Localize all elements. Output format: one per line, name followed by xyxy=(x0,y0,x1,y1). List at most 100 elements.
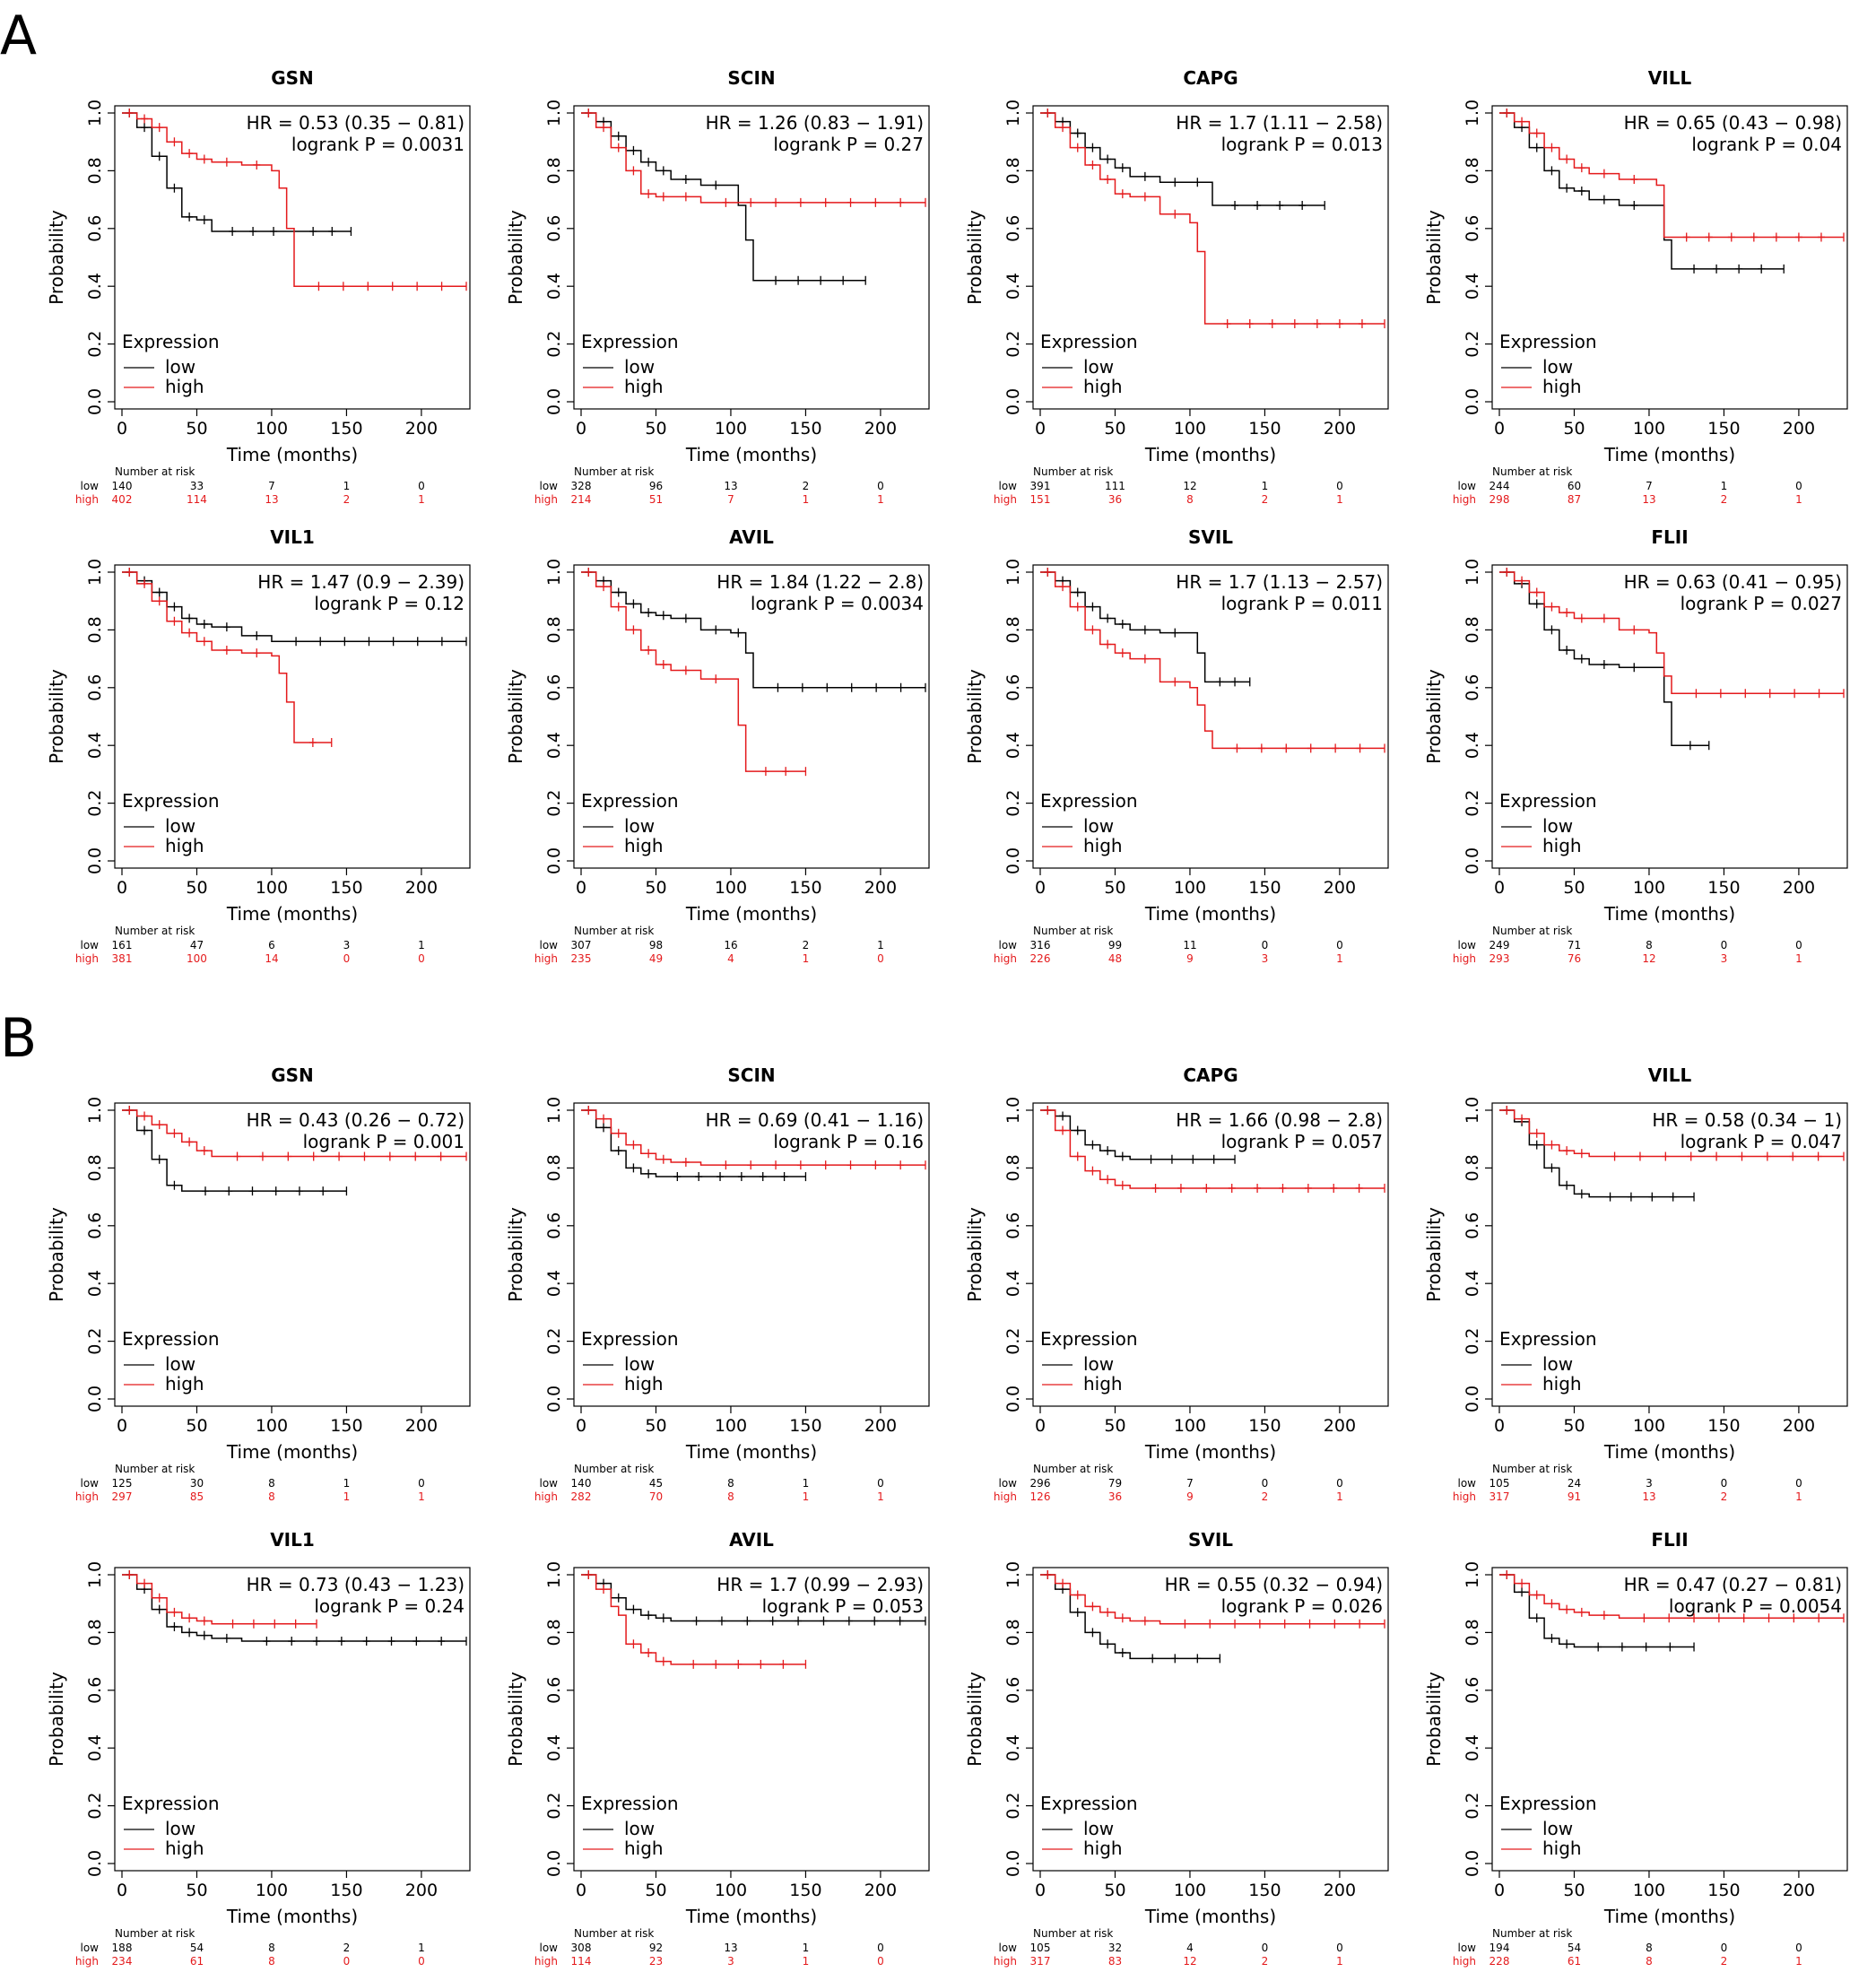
risk-count-low: 16 xyxy=(724,939,737,951)
logrank-p-text: logrank P = 0.0034 xyxy=(751,593,924,614)
plot-frame xyxy=(573,1567,930,1872)
legend-label-low: low xyxy=(165,356,195,378)
censor-mark-low xyxy=(645,1169,653,1178)
plot-frame xyxy=(1491,1567,1848,1872)
plot-frame xyxy=(1491,105,1848,410)
censor-mark-high xyxy=(1738,1151,1746,1161)
censor-mark-high xyxy=(645,645,653,655)
survival-curve-low xyxy=(1499,571,1709,746)
censor-mark-low xyxy=(630,145,638,155)
legend-label-low: low xyxy=(1542,815,1573,837)
censor-mark-low xyxy=(614,1593,622,1603)
risk-count-low: 1 xyxy=(343,480,351,492)
censor-mark-low xyxy=(795,275,803,285)
y-tick-label: 0.0 xyxy=(85,1386,105,1412)
censor-mark-high xyxy=(291,1619,300,1629)
risk-count-high: 1 xyxy=(343,1490,351,1503)
x-tick-label: 50 xyxy=(186,878,207,898)
risk-count-low: 54 xyxy=(190,1942,204,1954)
y-tick-label: 0.0 xyxy=(85,388,105,415)
risk-count-high: 87 xyxy=(1568,493,1581,506)
risk-row-label-low: low xyxy=(540,480,559,492)
legend-label-high: high xyxy=(165,1373,204,1395)
legend-title: Expression xyxy=(1499,331,1597,352)
censor-mark-low xyxy=(630,1163,638,1173)
censor-mark-high xyxy=(170,616,178,626)
censor-mark-low xyxy=(682,175,690,185)
risk-count-high: 114 xyxy=(571,1955,592,1968)
censor-mark-high xyxy=(722,1160,730,1170)
censor-mark-low xyxy=(645,1611,653,1620)
censor-mark-low xyxy=(695,1172,703,1182)
censor-mark-high xyxy=(155,1593,163,1603)
censor-mark-high xyxy=(233,1151,241,1161)
censor-mark-low xyxy=(1104,1639,1112,1649)
censor-mark-high xyxy=(682,192,690,202)
legend-label-high: high xyxy=(165,1838,204,1859)
risk-row-label-high: high xyxy=(994,1490,1017,1503)
censor-mark-low xyxy=(222,1633,230,1643)
censor-mark-high xyxy=(645,1647,653,1657)
censor-mark-high xyxy=(1281,1619,1289,1629)
censor-mark-high xyxy=(200,1616,208,1626)
censor-mark-high xyxy=(872,1160,880,1170)
risk-row-label-low: low xyxy=(1458,1477,1477,1490)
censor-mark-high xyxy=(1331,1619,1339,1629)
x-tick-label: 200 xyxy=(405,419,438,439)
risk-count-high: 282 xyxy=(571,1490,592,1503)
risk-count-high: 126 xyxy=(1030,1490,1051,1503)
censor-mark-low xyxy=(1171,1654,1179,1664)
x-tick-label: 150 xyxy=(1248,1881,1281,1900)
censor-mark-low xyxy=(1600,195,1608,204)
legend-label-high: high xyxy=(165,835,204,856)
logrank-p-text: logrank P = 0.053 xyxy=(762,1595,924,1617)
plot-frame xyxy=(1491,1102,1848,1407)
risk-count-high: 0 xyxy=(343,1955,351,1968)
censor-mark-high xyxy=(222,645,230,655)
censor-mark-high xyxy=(141,1111,149,1121)
hazard-ratio-text: HR = 1.26 (0.83 − 1.91) xyxy=(706,112,924,134)
risk-count-low: 1 xyxy=(418,1942,425,1954)
censor-mark-high xyxy=(630,1140,638,1150)
risk-count-low: 7 xyxy=(268,480,275,492)
censor-mark-high xyxy=(630,625,638,635)
censor-mark-high xyxy=(779,1659,787,1669)
plot-title: FLII xyxy=(1651,526,1688,548)
legend-title: Expression xyxy=(581,331,679,352)
censor-mark-high xyxy=(1533,1128,1541,1138)
risk-count-high: 61 xyxy=(190,1955,204,1968)
censor-mark-low xyxy=(1518,1587,1526,1597)
x-tick-label: 200 xyxy=(1324,1416,1356,1436)
censor-mark-high xyxy=(1563,154,1571,164)
legend-label-low: low xyxy=(624,1818,655,1839)
x-tick-label: 100 xyxy=(256,1416,288,1436)
risk-table-title: Number at risk xyxy=(1492,925,1572,937)
x-tick-label: 150 xyxy=(789,878,821,898)
censor-mark-low xyxy=(229,227,237,237)
plot-area: 0 50 100 150 200 0.0 0.2 0.4 0.6 0.8 1.0 Time (mont… xyxy=(1423,1561,1848,1927)
censor-mark-high xyxy=(1640,1613,1648,1623)
censor-mark-high xyxy=(1715,1613,1723,1623)
censor-mark-low xyxy=(1563,1180,1571,1190)
y-tick-label: 1.0 xyxy=(544,1097,564,1124)
y-axis-label: Probability xyxy=(964,1207,986,1302)
risk-count-high: 1 xyxy=(1795,952,1802,965)
censor-mark-low xyxy=(295,1186,303,1196)
risk-row-label-high: high xyxy=(1453,493,1476,506)
censor-mark-high xyxy=(761,767,769,777)
risk-count-high: 48 xyxy=(1108,952,1122,965)
censor-mark-high xyxy=(1206,1619,1214,1629)
censor-mark-high xyxy=(712,1659,720,1669)
censor-mark-high xyxy=(1332,743,1340,753)
x-tick-label: 100 xyxy=(1633,419,1665,439)
censor-mark-high xyxy=(222,157,230,167)
y-tick-label: 1.0 xyxy=(1003,1561,1023,1588)
censor-mark-high xyxy=(309,1151,317,1161)
x-tick-label: 200 xyxy=(405,1881,438,1900)
plot-area: 0 50 100 150 200 0.0 0.2 0.4 0.6 0.8 1.0 Time (mont… xyxy=(964,100,1389,465)
censor-mark-high xyxy=(155,596,163,606)
y-tick-label: 0.0 xyxy=(1003,1386,1023,1412)
y-tick-label: 0.4 xyxy=(1463,732,1482,759)
